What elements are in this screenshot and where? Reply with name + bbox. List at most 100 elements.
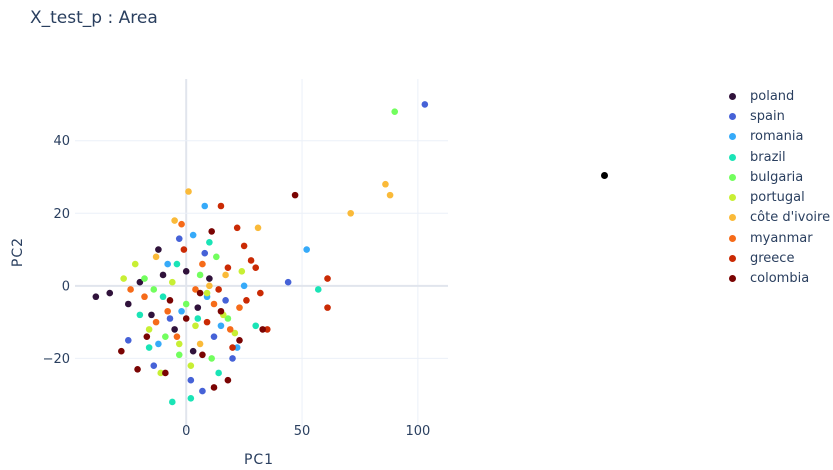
data-point[interactable]: [206, 275, 213, 282]
data-point[interactable]: [145, 326, 153, 333]
data-point[interactable]: [386, 191, 394, 199]
data-point[interactable]: [210, 333, 218, 340]
data-point[interactable]: [291, 191, 299, 199]
data-point[interactable]: [159, 271, 167, 279]
data-point[interactable]: [136, 311, 144, 319]
data-point[interactable]: [224, 376, 232, 384]
data-point[interactable]: [243, 297, 250, 304]
data-point[interactable]: [203, 318, 211, 326]
data-point[interactable]: [382, 180, 389, 188]
data-point[interactable]: [169, 398, 176, 406]
data-point[interactable]: [224, 264, 232, 272]
data-point[interactable]: [284, 278, 292, 286]
data-point[interactable]: [171, 217, 178, 224]
data-point[interactable]: [196, 289, 204, 297]
data-point[interactable]: [171, 326, 178, 333]
data-point[interactable]: [236, 336, 243, 344]
data-point[interactable]: [229, 355, 236, 362]
data-point[interactable]: [178, 307, 185, 315]
data-point[interactable]: [222, 297, 229, 304]
data-point[interactable]: [254, 224, 262, 232]
data-point[interactable]: [263, 326, 271, 333]
data-point[interactable]: [175, 351, 183, 359]
data-point[interactable]: [134, 366, 141, 373]
data-point[interactable]: [391, 108, 399, 115]
data-point[interactable]: [166, 297, 174, 304]
data-point[interactable]: [157, 369, 165, 377]
data-point[interactable]: [120, 275, 127, 282]
data-point[interactable]: [215, 286, 222, 293]
data-point[interactable]: [166, 315, 174, 322]
data-point[interactable]: [222, 271, 229, 279]
data-point[interactable]: [155, 246, 162, 253]
data-point[interactable]: [185, 188, 192, 195]
data-point[interactable]: [192, 322, 199, 330]
data-point[interactable]: [196, 271, 204, 279]
data-point[interactable]: [124, 300, 132, 308]
data-point[interactable]: [324, 275, 331, 282]
data-point[interactable]: [164, 307, 171, 315]
data-point[interactable]: [247, 257, 255, 264]
data-point[interactable]: [231, 329, 239, 337]
data-point[interactable]: [159, 293, 167, 301]
data-point[interactable]: [127, 286, 134, 293]
data-point[interactable]: [233, 344, 241, 351]
data-point[interactable]: [152, 318, 160, 326]
data-point[interactable]: [189, 231, 197, 239]
data-point[interactable]: [208, 355, 215, 362]
data-point[interactable]: [164, 260, 171, 268]
legend-item[interactable]: greece: [726, 248, 833, 268]
data-point[interactable]: [201, 249, 209, 257]
data-point[interactable]: [206, 238, 213, 246]
data-point[interactable]: [233, 224, 241, 232]
data-point[interactable]: [203, 289, 211, 297]
data-point[interactable]: [208, 228, 215, 235]
data-point[interactable]: [201, 202, 209, 210]
data-point[interactable]: [240, 242, 248, 250]
data-point[interactable]: [259, 326, 266, 333]
data-point[interactable]: [215, 369, 222, 377]
legend-item[interactable]: côte d'ivoire: [726, 208, 833, 228]
data-point[interactable]: [141, 275, 148, 282]
data-point[interactable]: [182, 300, 190, 308]
data-point[interactable]: [194, 304, 202, 311]
data-point[interactable]: [240, 282, 248, 290]
data-point[interactable]: [141, 293, 148, 301]
data-point[interactable]: [199, 260, 206, 268]
data-point[interactable]: [252, 264, 260, 272]
data-point[interactable]: [303, 246, 310, 253]
legend-item[interactable]: brazil: [726, 147, 833, 167]
data-point[interactable]: [236, 304, 243, 311]
legend-item[interactable]: portugal: [726, 187, 833, 207]
data-point[interactable]: [238, 268, 246, 275]
data-point[interactable]: [173, 260, 181, 268]
data-point[interactable]: [150, 362, 158, 369]
data-point[interactable]: [148, 311, 155, 319]
data-point[interactable]: [206, 282, 213, 290]
data-point[interactable]: [162, 369, 169, 377]
data-point[interactable]: [199, 387, 206, 395]
data-point[interactable]: [150, 286, 158, 293]
data-point[interactable]: [192, 286, 199, 293]
legend-item[interactable]: myanmar: [726, 228, 833, 248]
data-point[interactable]: [155, 340, 162, 348]
data-point[interactable]: [224, 315, 232, 322]
data-point[interactable]: [143, 333, 151, 340]
data-point[interactable]: [175, 235, 183, 242]
data-point[interactable]: [131, 260, 139, 268]
legend-item[interactable]: romania: [726, 127, 833, 147]
legend-item[interactable]: poland: [726, 86, 833, 106]
data-point[interactable]: [213, 253, 220, 261]
data-point[interactable]: [136, 278, 144, 286]
data-point[interactable]: [324, 304, 331, 311]
data-point[interactable]: [178, 220, 185, 228]
data-point[interactable]: [182, 268, 190, 275]
data-point[interactable]: [175, 340, 183, 348]
data-point[interactable]: [217, 307, 225, 315]
data-point[interactable]: [187, 362, 195, 369]
legend-item[interactable]: spain: [726, 106, 833, 126]
data-point[interactable]: [187, 376, 195, 384]
data-point[interactable]: [217, 322, 225, 330]
data-point[interactable]: [180, 246, 188, 253]
data-point[interactable]: [152, 253, 160, 261]
